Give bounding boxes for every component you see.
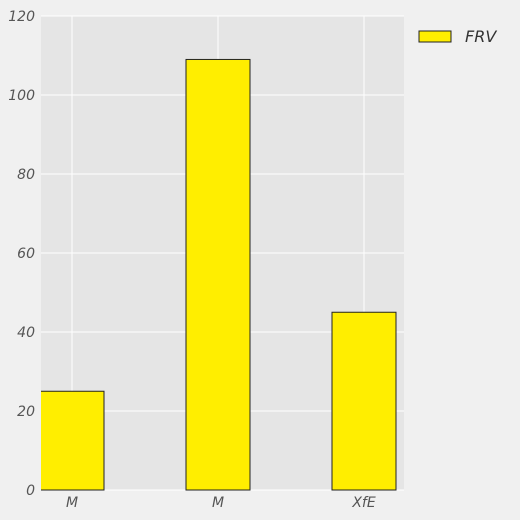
bars (41, 58, 397, 491)
legend: FRV (418, 27, 497, 46)
y-tick-label: 0 (26, 483, 35, 499)
y-tick-label: 20 (17, 404, 35, 420)
y-tick-label: 40 (17, 325, 35, 341)
y-axis-ticks: 0 20 40 60 80 100 120 (8, 9, 35, 499)
bar (331, 311, 397, 491)
y-tick-label: 80 (17, 167, 35, 183)
x-tick-label: XfE (351, 495, 376, 511)
x-tick-label: M (66, 495, 78, 511)
bar (185, 58, 251, 491)
y-tick-label: 60 (17, 246, 35, 262)
y-tick-label: 120 (8, 9, 35, 25)
legend-swatch-frv (418, 30, 452, 43)
legend-label-frv: FRV (465, 27, 497, 46)
x-axis-ticks: M M XfE (66, 495, 376, 511)
x-tick-label: M (212, 495, 224, 511)
y-tick-label: 100 (8, 88, 35, 104)
bar (41, 390, 105, 491)
